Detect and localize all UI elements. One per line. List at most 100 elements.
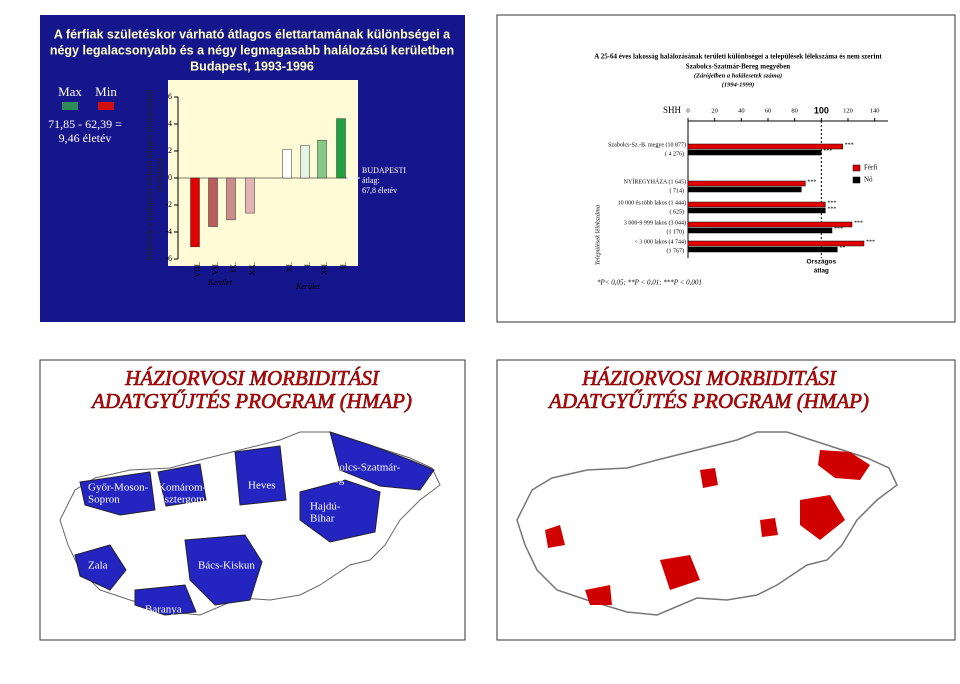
slide-title: HÁZIORVOSI MORBIDITÁSI (124, 366, 380, 390)
y-tick-label: -6 (165, 254, 172, 263)
bar (687, 227, 833, 234)
bar (226, 177, 236, 221)
area (585, 585, 612, 605)
region-label: Komárom- (158, 482, 207, 494)
bar (687, 186, 802, 193)
region-label: Zala (88, 560, 108, 572)
bar (687, 180, 806, 187)
difference: 9,46 életév (59, 131, 112, 145)
significance: *** (823, 148, 832, 154)
area (800, 495, 845, 540)
x-tick-label: 80 (791, 107, 798, 114)
reference-label: átlag (814, 268, 829, 275)
bar (687, 240, 865, 247)
bar (336, 118, 346, 179)
group-label: Kerület (207, 278, 233, 287)
y-axis-label: Eltérések a budapesti várható átlagos él… (144, 89, 154, 261)
region-label: Heves (248, 480, 276, 492)
slide-2-bg (496, 14, 956, 323)
x-tick-label: VIII. (193, 262, 202, 278)
note: (Zárójelben a halálesetek száma) (694, 72, 782, 79)
category-label: < 3 000 lakos (4 744) (634, 238, 686, 245)
category-label: ( 625) (670, 208, 685, 215)
y-axis-label: (években) (154, 158, 164, 192)
region-label: Sopron (88, 494, 120, 506)
x-tick-label: 60 (765, 107, 772, 114)
slide-title: Budapest, 1993-1996 (190, 59, 314, 73)
x-tick-label: 120 (843, 107, 853, 114)
county (299, 479, 381, 543)
region-label: Esztergom (158, 494, 205, 506)
legend-label: Max (58, 84, 82, 99)
x-tick-label: XI. (285, 262, 294, 272)
y-tick-label: -2 (165, 200, 172, 209)
region-label: Szabolcs-Szatmár- (318, 462, 401, 474)
legend-label: Nő (864, 176, 873, 184)
footnote: *P< 0,05; **P < 0,01; ***P < 0,001 (597, 279, 702, 287)
x-tick-label: VII. (211, 262, 220, 275)
map (516, 431, 898, 616)
x-tick-label: IX. (229, 262, 238, 272)
period: (1994-1999) (722, 81, 755, 88)
slide-title: ADATGYŰJTÉS PROGRAM (HMAP) (90, 389, 412, 413)
significance: *** (807, 179, 816, 185)
legend-label: Férfi (864, 164, 878, 172)
reference-note: BUDAPESTI (362, 166, 406, 175)
x-tick-label: 40 (738, 107, 745, 114)
bar (317, 139, 327, 179)
reference-note: 67,8 életév (362, 186, 397, 195)
area (545, 525, 565, 548)
y-tick-label: 0 (168, 173, 172, 182)
y-tick-label: 6 (168, 92, 172, 101)
significance: ** (839, 245, 845, 251)
bar (687, 246, 838, 253)
slide-title: Szabolcs-Szatmár-Bereg megyében (686, 63, 790, 71)
region-label: Győr-Moson- (88, 482, 149, 494)
bar (687, 201, 826, 208)
legend-swatch (852, 176, 861, 184)
reference-label: Országos (807, 259, 837, 266)
category-label: ( 714) (670, 187, 685, 194)
county (234, 445, 287, 506)
county (134, 584, 197, 616)
category-label: (1 170) (667, 228, 685, 235)
category-label: NYÍREGYHÁZA (1 645) (624, 177, 686, 185)
x-tick-label: 140 (870, 107, 880, 114)
region-label: Bács-Kiskun (198, 560, 255, 572)
x-tick-label: II. (339, 262, 348, 269)
category-label: ( 4 276) (665, 150, 684, 157)
category-label: 10 000 és több lakos (1 444) (618, 199, 686, 206)
significance: *** (827, 200, 836, 206)
significance: *** (866, 239, 875, 245)
bar (245, 177, 255, 214)
difference: 71,85 - 62,39 = (48, 117, 122, 131)
significance: *** (827, 206, 836, 212)
x-tick-label: 0 (686, 107, 689, 114)
slide-title: ADATGYŰJTÉS PROGRAM (HMAP) (547, 389, 869, 413)
legend-label: Min (95, 84, 117, 99)
y-axis-label: Települések lélekszáma (594, 205, 601, 265)
county (184, 534, 263, 606)
area (700, 468, 718, 488)
x-tick-label: 20 (711, 107, 718, 114)
slide-title: A férfiak születéskor várható átlagos él… (54, 27, 451, 41)
bar (687, 149, 822, 156)
county (157, 463, 207, 507)
significance: *** (845, 142, 854, 148)
x-tick-label: XII. (320, 262, 329, 275)
y-tick-label: 4 (168, 119, 172, 128)
slide-title: A 25-64 éves lakosság halálozásának terü… (594, 53, 882, 61)
category-label: Szabolcs-Sz.-B. megye (10 877) (608, 141, 686, 148)
x-axis-label: SHH (663, 105, 682, 115)
slide-title: négy legalacsonyabb és a négy legmagasab… (50, 43, 454, 57)
region-label: Hajdú- (310, 501, 341, 513)
x-tick-label: 100 (814, 105, 829, 115)
category-label: (1 767) (667, 247, 685, 254)
bar (687, 221, 853, 228)
legend-swatch (62, 102, 78, 110)
county (329, 431, 435, 491)
bar (687, 143, 843, 150)
map (59, 431, 441, 616)
x-tick-label: I. (303, 262, 312, 267)
bar (300, 145, 310, 179)
